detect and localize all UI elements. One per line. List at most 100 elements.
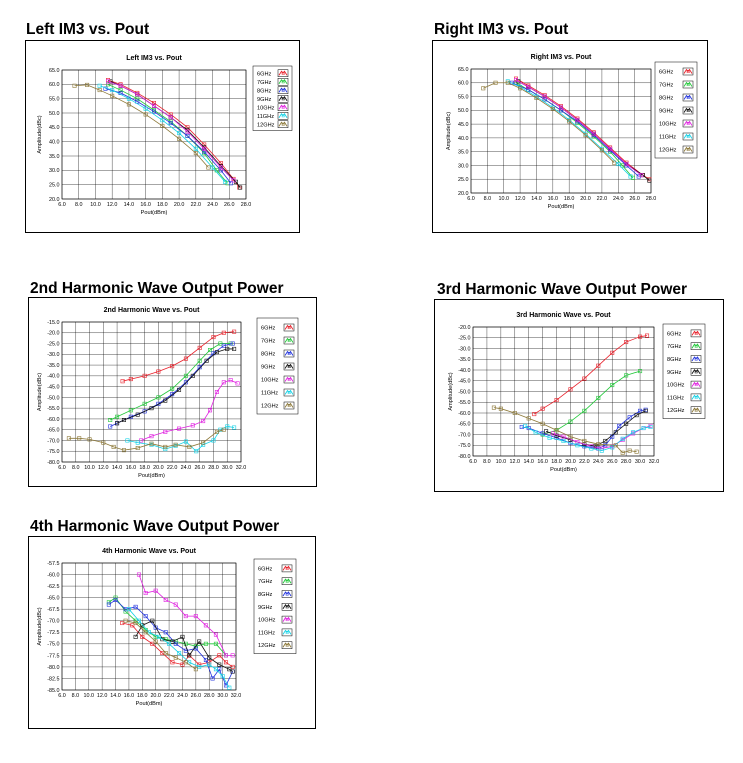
- data-point: [177, 387, 182, 392]
- series-8ghz: [108, 341, 235, 429]
- y-tick-label: -25.0: [47, 341, 59, 347]
- legend-swatch-line: [284, 324, 294, 330]
- data-point: [197, 345, 202, 350]
- data-point: [108, 424, 113, 429]
- data-point: [183, 373, 188, 378]
- data-point: [204, 358, 209, 363]
- legend-label: 7GHz: [667, 344, 682, 350]
- legend-swatch-line: [278, 112, 288, 118]
- data-point: [115, 421, 120, 426]
- data-point: [142, 409, 147, 414]
- data-point: [230, 653, 235, 658]
- chart-right-im3: Right IM3 vs. Pout 6.0 8.0 10.0 12.0 14.0 16.0…: [446, 54, 698, 210]
- data-point: [183, 356, 188, 361]
- legend-item-8ghz: 8GHz: [258, 590, 293, 598]
- series-line: [141, 379, 238, 441]
- data-point: [194, 449, 199, 454]
- data-point: [139, 438, 144, 443]
- series-7ghz: [540, 369, 643, 437]
- data-point: [540, 421, 545, 426]
- legend-swatch-line: [278, 95, 288, 101]
- legend-item-11ghz: 11GHz: [257, 112, 289, 120]
- y-tick-label: 55.0: [458, 94, 469, 100]
- x-axis-label: Pout(dBm): [138, 473, 165, 479]
- legend-swatch-marker: [686, 83, 690, 86]
- y-tick-label: -35.0: [458, 357, 470, 363]
- series-9ghz: [115, 346, 237, 426]
- data-point: [152, 100, 157, 105]
- data-point: [208, 347, 213, 352]
- data-point: [149, 434, 154, 439]
- y-tick-label: -70.0: [47, 619, 59, 625]
- data-point: [177, 131, 182, 136]
- data-point: [149, 441, 154, 446]
- data-point: [523, 423, 528, 428]
- legend-swatch-marker: [694, 344, 698, 348]
- x-tick-label: 16.0: [537, 459, 548, 465]
- legend-swatch-line: [278, 78, 288, 84]
- series-line: [552, 425, 651, 449]
- legend-item-11ghz: 11GHz: [659, 132, 694, 141]
- data-point: [201, 440, 206, 445]
- data-point: [616, 162, 621, 167]
- data-point: [218, 341, 223, 346]
- x-tick-label: 18.0: [564, 196, 575, 202]
- data-point: [603, 443, 608, 448]
- legend-swatch-marker: [285, 592, 289, 596]
- data-point: [177, 426, 182, 431]
- plot-area-frame: [470, 68, 652, 194]
- data-point: [153, 625, 158, 630]
- series-line: [107, 81, 234, 181]
- data-point: [599, 148, 604, 153]
- y-tick-label: -70.0: [47, 438, 59, 444]
- legend-swatch-line: [683, 146, 693, 152]
- series-line: [107, 79, 240, 188]
- plot-area-frame: [61, 562, 237, 691]
- chart-title: 2nd Harmonic Wave vs. Pout: [104, 307, 200, 314]
- data-point: [235, 381, 240, 386]
- x-tick-label: 8.0: [72, 693, 80, 699]
- data-point: [526, 84, 531, 89]
- legend-swatch-marker: [285, 618, 289, 622]
- y-tick-label: -80.0: [47, 665, 59, 671]
- series-line: [108, 597, 227, 656]
- data-point: [613, 430, 618, 435]
- series-6ghz: [532, 333, 650, 417]
- y-tick-label: -72.5: [47, 630, 59, 636]
- legend-item-10ghz: 10GHz: [659, 119, 694, 128]
- y-tick-label: 25.0: [458, 177, 469, 183]
- x-tick-label: 8.0: [75, 202, 83, 208]
- data-point: [620, 163, 625, 168]
- data-point: [156, 395, 161, 400]
- data-point: [526, 426, 531, 431]
- x-tick-label: 22.0: [579, 459, 590, 465]
- data-point: [638, 369, 643, 374]
- data-point: [227, 667, 232, 672]
- x-axis-label: Pout(dBm): [141, 210, 168, 216]
- x-tick-label: 20.0: [150, 693, 161, 699]
- data-point: [150, 618, 155, 623]
- series-line: [534, 335, 648, 415]
- legend-swatch-marker: [281, 97, 285, 101]
- legend-swatch-marker: [686, 70, 690, 73]
- series-12ghz: [66, 427, 226, 453]
- x-tick-label: 30.0: [635, 459, 646, 465]
- series-12ghz: [491, 405, 639, 455]
- data-point: [97, 88, 102, 93]
- x-tick-label: 28.0: [646, 196, 657, 202]
- legend-label: 6GHz: [659, 70, 674, 76]
- y-tick-label: -77.5: [47, 653, 59, 659]
- y-tick-label: 35.0: [49, 154, 60, 160]
- legend-swatch-marker: [694, 357, 698, 361]
- data-point: [133, 604, 138, 609]
- chart-panel-3rd-harmonic: 3rd Harmonic Wave vs. Pout 6.0 8.0 10.0 12.0…: [434, 299, 724, 492]
- data-point: [203, 641, 208, 646]
- data-point: [599, 448, 604, 453]
- series-line: [74, 84, 209, 168]
- series-12ghz: [481, 80, 617, 165]
- data-point: [636, 174, 641, 179]
- data-point: [123, 618, 128, 623]
- legend-item-8ghz: 8GHz: [667, 355, 702, 363]
- data-point: [113, 595, 118, 600]
- legend-swatch-marker: [287, 391, 291, 394]
